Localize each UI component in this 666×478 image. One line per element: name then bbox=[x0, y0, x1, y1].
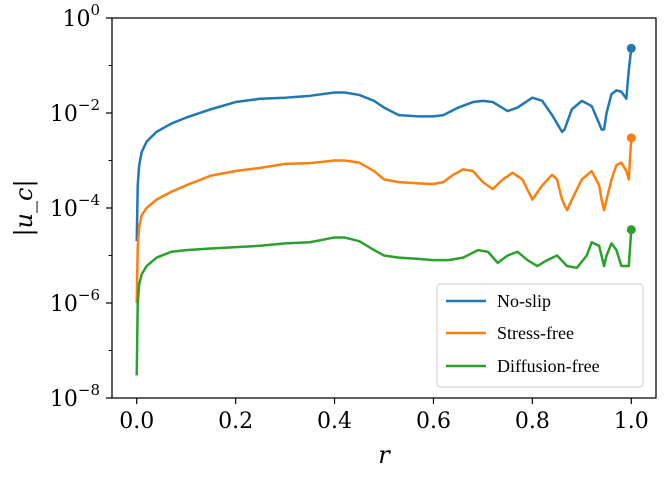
series-endpoint-no-slip bbox=[626, 43, 636, 53]
x-tick-label: 0.4 bbox=[317, 409, 352, 434]
x-tick-label: 1.0 bbox=[614, 409, 649, 434]
series-endpoint-stress-free bbox=[626, 133, 636, 143]
x-tick-label: 0.2 bbox=[218, 409, 253, 434]
y-tick-label: 10−4 bbox=[50, 191, 100, 222]
series-layer bbox=[135, 43, 636, 376]
y-tick-label: 100 bbox=[62, 1, 100, 32]
y-axis-title: |u_c| bbox=[10, 179, 39, 236]
x-tick-label: 0.0 bbox=[119, 409, 154, 434]
series-line-no-slip bbox=[135, 48, 633, 242]
series-line-stress-free bbox=[135, 137, 633, 304]
legend-label-diffusion-free: Diffusion-free bbox=[497, 356, 600, 376]
y-tick-label: 10−2 bbox=[50, 96, 100, 127]
ticks-layer: 0.0 0.2 0.4 0.6 0.8 1.0 100 10−2 10−4 10−6 10−8 bbox=[50, 1, 649, 434]
legend: No-slip Stress-free Diffusion-free bbox=[436, 283, 644, 388]
x-axis-title: r bbox=[378, 441, 391, 469]
x-tick-label: 0.6 bbox=[416, 409, 451, 434]
series-endpoint-diffusion-free bbox=[626, 225, 636, 235]
legend-box bbox=[436, 283, 644, 388]
series-line-diffusion-free bbox=[135, 229, 633, 376]
y-tick-label: 10−6 bbox=[50, 286, 100, 317]
legend-label-no-slip: No-slip bbox=[497, 291, 551, 311]
x-tick-label: 0.8 bbox=[515, 409, 550, 434]
y-tick-label: 10−8 bbox=[50, 381, 100, 412]
legend-label-stress-free: Stress-free bbox=[497, 323, 574, 343]
